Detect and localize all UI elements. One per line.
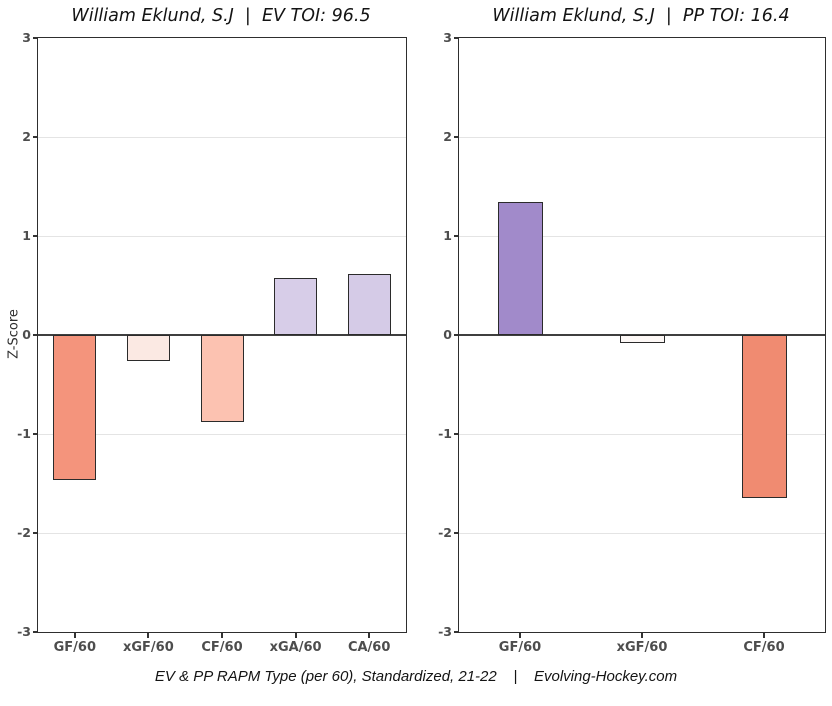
x-tick-label-xgf60: xGF/60 xyxy=(616,640,668,655)
y-tick-mark xyxy=(33,433,37,435)
plot-area-pp: 3 2 1 0 -1 -2 -3 GF/60 xGF/60 CF/60 xyxy=(438,30,826,655)
x-tick-label-ca60: CA/60 xyxy=(347,640,391,655)
x-tick-mark xyxy=(294,633,297,638)
y-tick-label: -1 xyxy=(438,426,452,441)
bar-xgf60 xyxy=(126,335,170,361)
y-tick-mark xyxy=(33,334,37,336)
x-tick-label-cf60: CF/60 xyxy=(743,640,785,655)
x-tick-mark xyxy=(763,633,765,638)
bar-xga60 xyxy=(274,277,318,335)
plot-area-ev: 3 2 1 0 -1 -2 -3 GF/60 xGF/60 CF/60 xGA/60 CA/60 xyxy=(17,30,407,655)
y-tick-label: -2 xyxy=(438,525,452,540)
x-tick-label-xga60: xGA/60 xyxy=(269,640,322,655)
x-tick-mark xyxy=(641,633,643,638)
y-tick-label: -2 xyxy=(17,525,31,540)
x-tick-label-gf60: GF/60 xyxy=(498,640,542,655)
x-tick-label-gf60: GF/60 xyxy=(53,640,96,655)
y-tick-label: 0 xyxy=(443,327,452,342)
x-tick-mark xyxy=(368,633,371,638)
bar-gf60 xyxy=(53,335,97,480)
bar-cf60 xyxy=(741,335,787,499)
y-tick-mark xyxy=(454,334,458,336)
gridline xyxy=(38,532,406,534)
gridline xyxy=(38,433,406,435)
x-tick-label-cf60: CF/60 xyxy=(201,640,243,655)
gridline xyxy=(38,136,406,138)
gridline xyxy=(459,136,825,138)
x-tick-mark xyxy=(221,633,223,638)
y-tick-label: -3 xyxy=(438,624,452,639)
x-tick-mark xyxy=(73,633,76,638)
gridline xyxy=(459,532,825,534)
y-tick-mark xyxy=(33,235,37,237)
x-tick-label-xgf60: xGF/60 xyxy=(123,640,174,655)
y-tick-mark xyxy=(454,37,458,39)
y-tick-label: 3 xyxy=(443,30,452,45)
y-tick-mark xyxy=(454,631,458,633)
figure-caption: EV & PP RAPM Type (per 60), Standardized… xyxy=(154,668,678,685)
y-tick-mark xyxy=(454,433,458,435)
y-tick-mark xyxy=(454,532,458,534)
x-tick-mark xyxy=(519,633,521,638)
gridline xyxy=(459,235,825,237)
bar-ca60 xyxy=(347,273,391,335)
y-tick-mark xyxy=(454,235,458,237)
bar-cf60 xyxy=(200,335,244,423)
gridline xyxy=(459,433,825,435)
gridline xyxy=(38,235,406,237)
y-tick-mark xyxy=(33,631,37,633)
y-tick-label: 2 xyxy=(443,129,452,144)
y-tick-label: 1 xyxy=(443,228,452,243)
chart-title-pp: William Eklund, S.J | PP TOI: 16.4 xyxy=(492,6,790,26)
y-tick-mark xyxy=(454,136,458,138)
x-tick-mark xyxy=(147,633,150,638)
bar-xgf60 xyxy=(619,335,665,343)
chart-title-ev: William Eklund, S.J | EV TOI: 96.5 xyxy=(71,6,371,26)
y-tick-mark xyxy=(33,37,37,39)
y-tick-label: -3 xyxy=(17,624,31,639)
y-tick-mark xyxy=(33,532,37,534)
bar-gf60 xyxy=(497,202,543,335)
y-tick-label: 2 xyxy=(22,129,31,144)
y-tick-label: 3 xyxy=(22,30,31,45)
y-tick-mark xyxy=(33,136,37,138)
y-tick-label: 0 xyxy=(22,327,31,342)
y-tick-label: -1 xyxy=(17,426,31,441)
y-tick-label: 1 xyxy=(22,228,31,243)
